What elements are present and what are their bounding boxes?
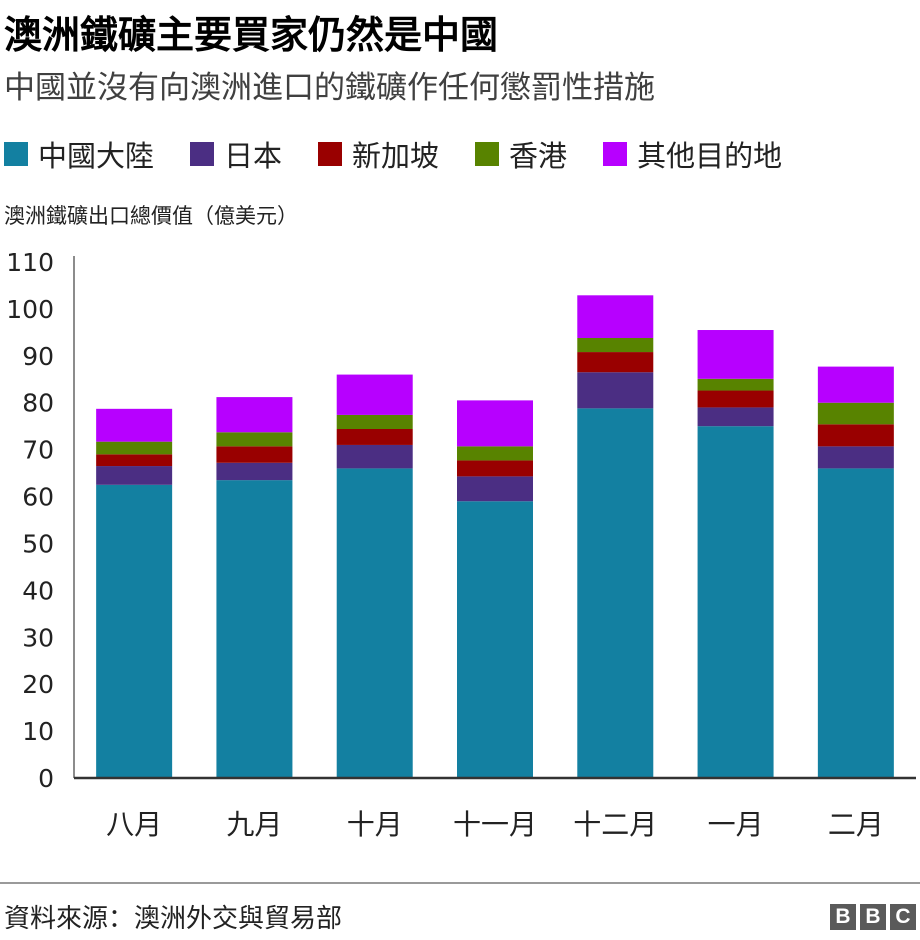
bar-segment: [457, 501, 533, 778]
bbc-logo-letter: C: [890, 904, 916, 930]
bar-segment: [577, 408, 654, 778]
bar-segment: [817, 402, 894, 425]
bar-segment: [457, 400, 533, 447]
bar-segment: [817, 446, 894, 469]
bar-segment: [577, 337, 654, 353]
legend-label: 日本: [224, 139, 283, 173]
x-tick-label: 八月: [106, 808, 162, 841]
legend-label: 香港: [509, 139, 568, 173]
y-tick-label: 100: [6, 295, 54, 324]
bar-segment: [96, 441, 173, 455]
legend-item: 其他目的地: [603, 133, 782, 175]
y-tick-label: 10: [22, 717, 54, 746]
bar-segment: [817, 424, 894, 447]
source-note: 資料來源：澳洲外交與貿易部: [4, 904, 343, 934]
bar-segment: [96, 454, 173, 467]
chart-subtitle: 中國並沒有向澳洲進口的鐵礦作任何懲罰性措施: [4, 70, 655, 106]
bar-segment: [216, 480, 293, 778]
bar-segment: [96, 484, 173, 778]
bar-segment: [96, 408, 173, 442]
legend-label: 新加坡: [352, 139, 440, 173]
legend-label: 中國大陸: [38, 139, 155, 173]
bar-segment: [336, 414, 413, 429]
y-tick-label: 30: [22, 623, 54, 652]
bar-segment: [577, 372, 654, 409]
bar-segment: [817, 366, 894, 403]
bar-segment: [96, 466, 173, 485]
legend-item: 中國大陸: [4, 133, 154, 175]
footer-divider: [0, 882, 920, 884]
x-tick-label: 十月: [347, 808, 403, 841]
bar-segment: [457, 476, 533, 502]
chart-title: 澳洲鐵礦主要買家仍然是中國: [4, 13, 499, 57]
y-tick-label: 20: [22, 670, 54, 699]
bar-segment: [216, 462, 293, 481]
legend-swatch: [475, 142, 500, 166]
bbc-logo-letter: B: [830, 904, 856, 930]
x-tick-label: 九月: [226, 808, 282, 841]
legend-item: 新加坡: [318, 133, 439, 175]
bar-segment: [336, 428, 413, 445]
legend-swatch: [318, 142, 343, 166]
y-tick-label: 50: [22, 529, 54, 558]
bbc-logo-letter: B: [860, 904, 886, 930]
legend-swatch: [190, 142, 215, 166]
bar-segment: [697, 407, 774, 427]
y-tick-label: 90: [22, 342, 54, 371]
legend-swatch: [603, 142, 628, 166]
bar-segment: [216, 397, 293, 433]
bar-segment: [457, 460, 533, 477]
bar-segment: [336, 374, 413, 415]
y-axis-label: 澳洲鐵礦出口總價值（億美元）: [4, 204, 298, 228]
chart-legend: 中國大陸 日本 新加坡 香港 其他目的地: [4, 134, 818, 174]
legend-item: 日本: [190, 133, 282, 175]
stacked-bar-chart: 0 10 20 30 40 50 60 70 80 90 100 110 八月 九月 十月 十一月 十二月 一月 二…: [6, 248, 916, 841]
bar-segment: [457, 446, 533, 461]
bbc-logo: B B C: [826, 904, 916, 930]
y-tick-label: 110: [6, 248, 54, 277]
x-tick-label: 十一月: [453, 808, 537, 841]
y-tick-label: 60: [22, 483, 54, 512]
bar-segment: [216, 446, 293, 463]
y-tick-label: 70: [22, 436, 54, 465]
bar-segment: [697, 378, 774, 391]
bar-segment: [577, 352, 654, 373]
bar-segment: [697, 330, 774, 379]
x-tick-label: 二月: [828, 808, 884, 841]
bar-segment: [216, 432, 293, 447]
bar-segment: [577, 295, 654, 338]
y-tick-label: 40: [22, 576, 54, 605]
x-tick-label: 一月: [708, 808, 764, 841]
x-tick-label: 十二月: [573, 808, 657, 841]
legend-swatch: [4, 142, 28, 166]
legend-label: 其他目的地: [637, 139, 783, 173]
legend-item: 香港: [475, 133, 567, 175]
bar-segment: [336, 468, 413, 778]
bar-segment: [697, 426, 774, 778]
bar-segment: [336, 444, 413, 469]
y-tick-label: 0: [38, 764, 54, 793]
bar-segment: [817, 468, 894, 778]
bar-segment: [697, 390, 774, 408]
y-tick-label: 80: [22, 389, 54, 418]
